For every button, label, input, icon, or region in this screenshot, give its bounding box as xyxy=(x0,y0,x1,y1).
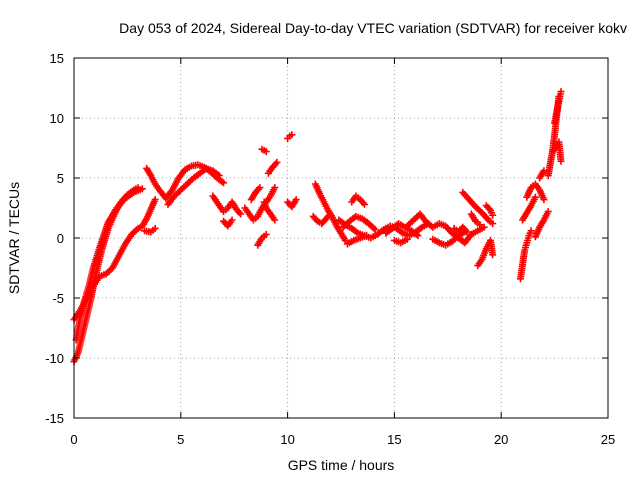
plot-frame xyxy=(73,57,609,419)
data-point xyxy=(326,210,334,218)
data-point xyxy=(557,157,565,165)
data-point xyxy=(271,184,279,192)
data-point xyxy=(228,216,236,224)
data-point xyxy=(489,220,497,228)
y-tick-label: 5 xyxy=(57,171,64,186)
data-point xyxy=(237,210,245,218)
data-point xyxy=(371,226,379,234)
data-point xyxy=(531,193,539,201)
x-tick-label: 0 xyxy=(70,432,77,447)
data-point xyxy=(403,235,411,243)
y-tick-label: -10 xyxy=(45,351,64,366)
data-point xyxy=(151,196,159,204)
x-tick-label: 25 xyxy=(601,432,615,447)
data-point xyxy=(138,185,146,193)
x-axis-label: GPS time / hours xyxy=(288,457,395,473)
grid-layer xyxy=(74,58,608,418)
data-point xyxy=(414,232,422,240)
data-point xyxy=(288,131,296,139)
data-point xyxy=(360,200,368,208)
data-point xyxy=(557,88,565,96)
data-point xyxy=(489,251,497,259)
data-point xyxy=(480,223,488,231)
data-point xyxy=(151,224,159,232)
data-point xyxy=(271,216,279,224)
y-tick-label: 15 xyxy=(50,51,64,66)
y-tick-label: -5 xyxy=(52,291,64,306)
data-point xyxy=(489,211,497,219)
data-point xyxy=(363,232,371,240)
data-point xyxy=(262,230,270,238)
points-layer xyxy=(70,88,565,366)
y-tick-label: 0 xyxy=(57,231,64,246)
y-axis-label: SDTVAR / TECUs xyxy=(6,182,22,294)
data-point xyxy=(544,208,552,216)
data-point xyxy=(463,228,471,236)
data-point xyxy=(256,184,264,192)
x-tick-label: 15 xyxy=(387,432,401,447)
data-point xyxy=(292,196,300,204)
labels-layer: 0 5 10 15 20 25 -15 -10 -5 0 5 10 15 xyxy=(45,51,615,447)
data-point xyxy=(341,236,349,244)
data-point xyxy=(220,179,228,187)
data-point xyxy=(476,221,484,229)
data-point xyxy=(215,172,223,180)
y-tick-label: -15 xyxy=(45,411,64,426)
chart-title: Day 053 of 2024, Sidereal Day-to-day VTE… xyxy=(119,20,627,36)
data-point xyxy=(527,227,535,235)
data-point xyxy=(273,158,281,166)
x-tick-label: 10 xyxy=(280,432,294,447)
x-tick-label: 20 xyxy=(494,432,508,447)
y-tick-label: 10 xyxy=(50,111,64,126)
data-point xyxy=(540,196,548,204)
x-tick-label: 5 xyxy=(177,432,184,447)
data-point xyxy=(262,148,270,156)
